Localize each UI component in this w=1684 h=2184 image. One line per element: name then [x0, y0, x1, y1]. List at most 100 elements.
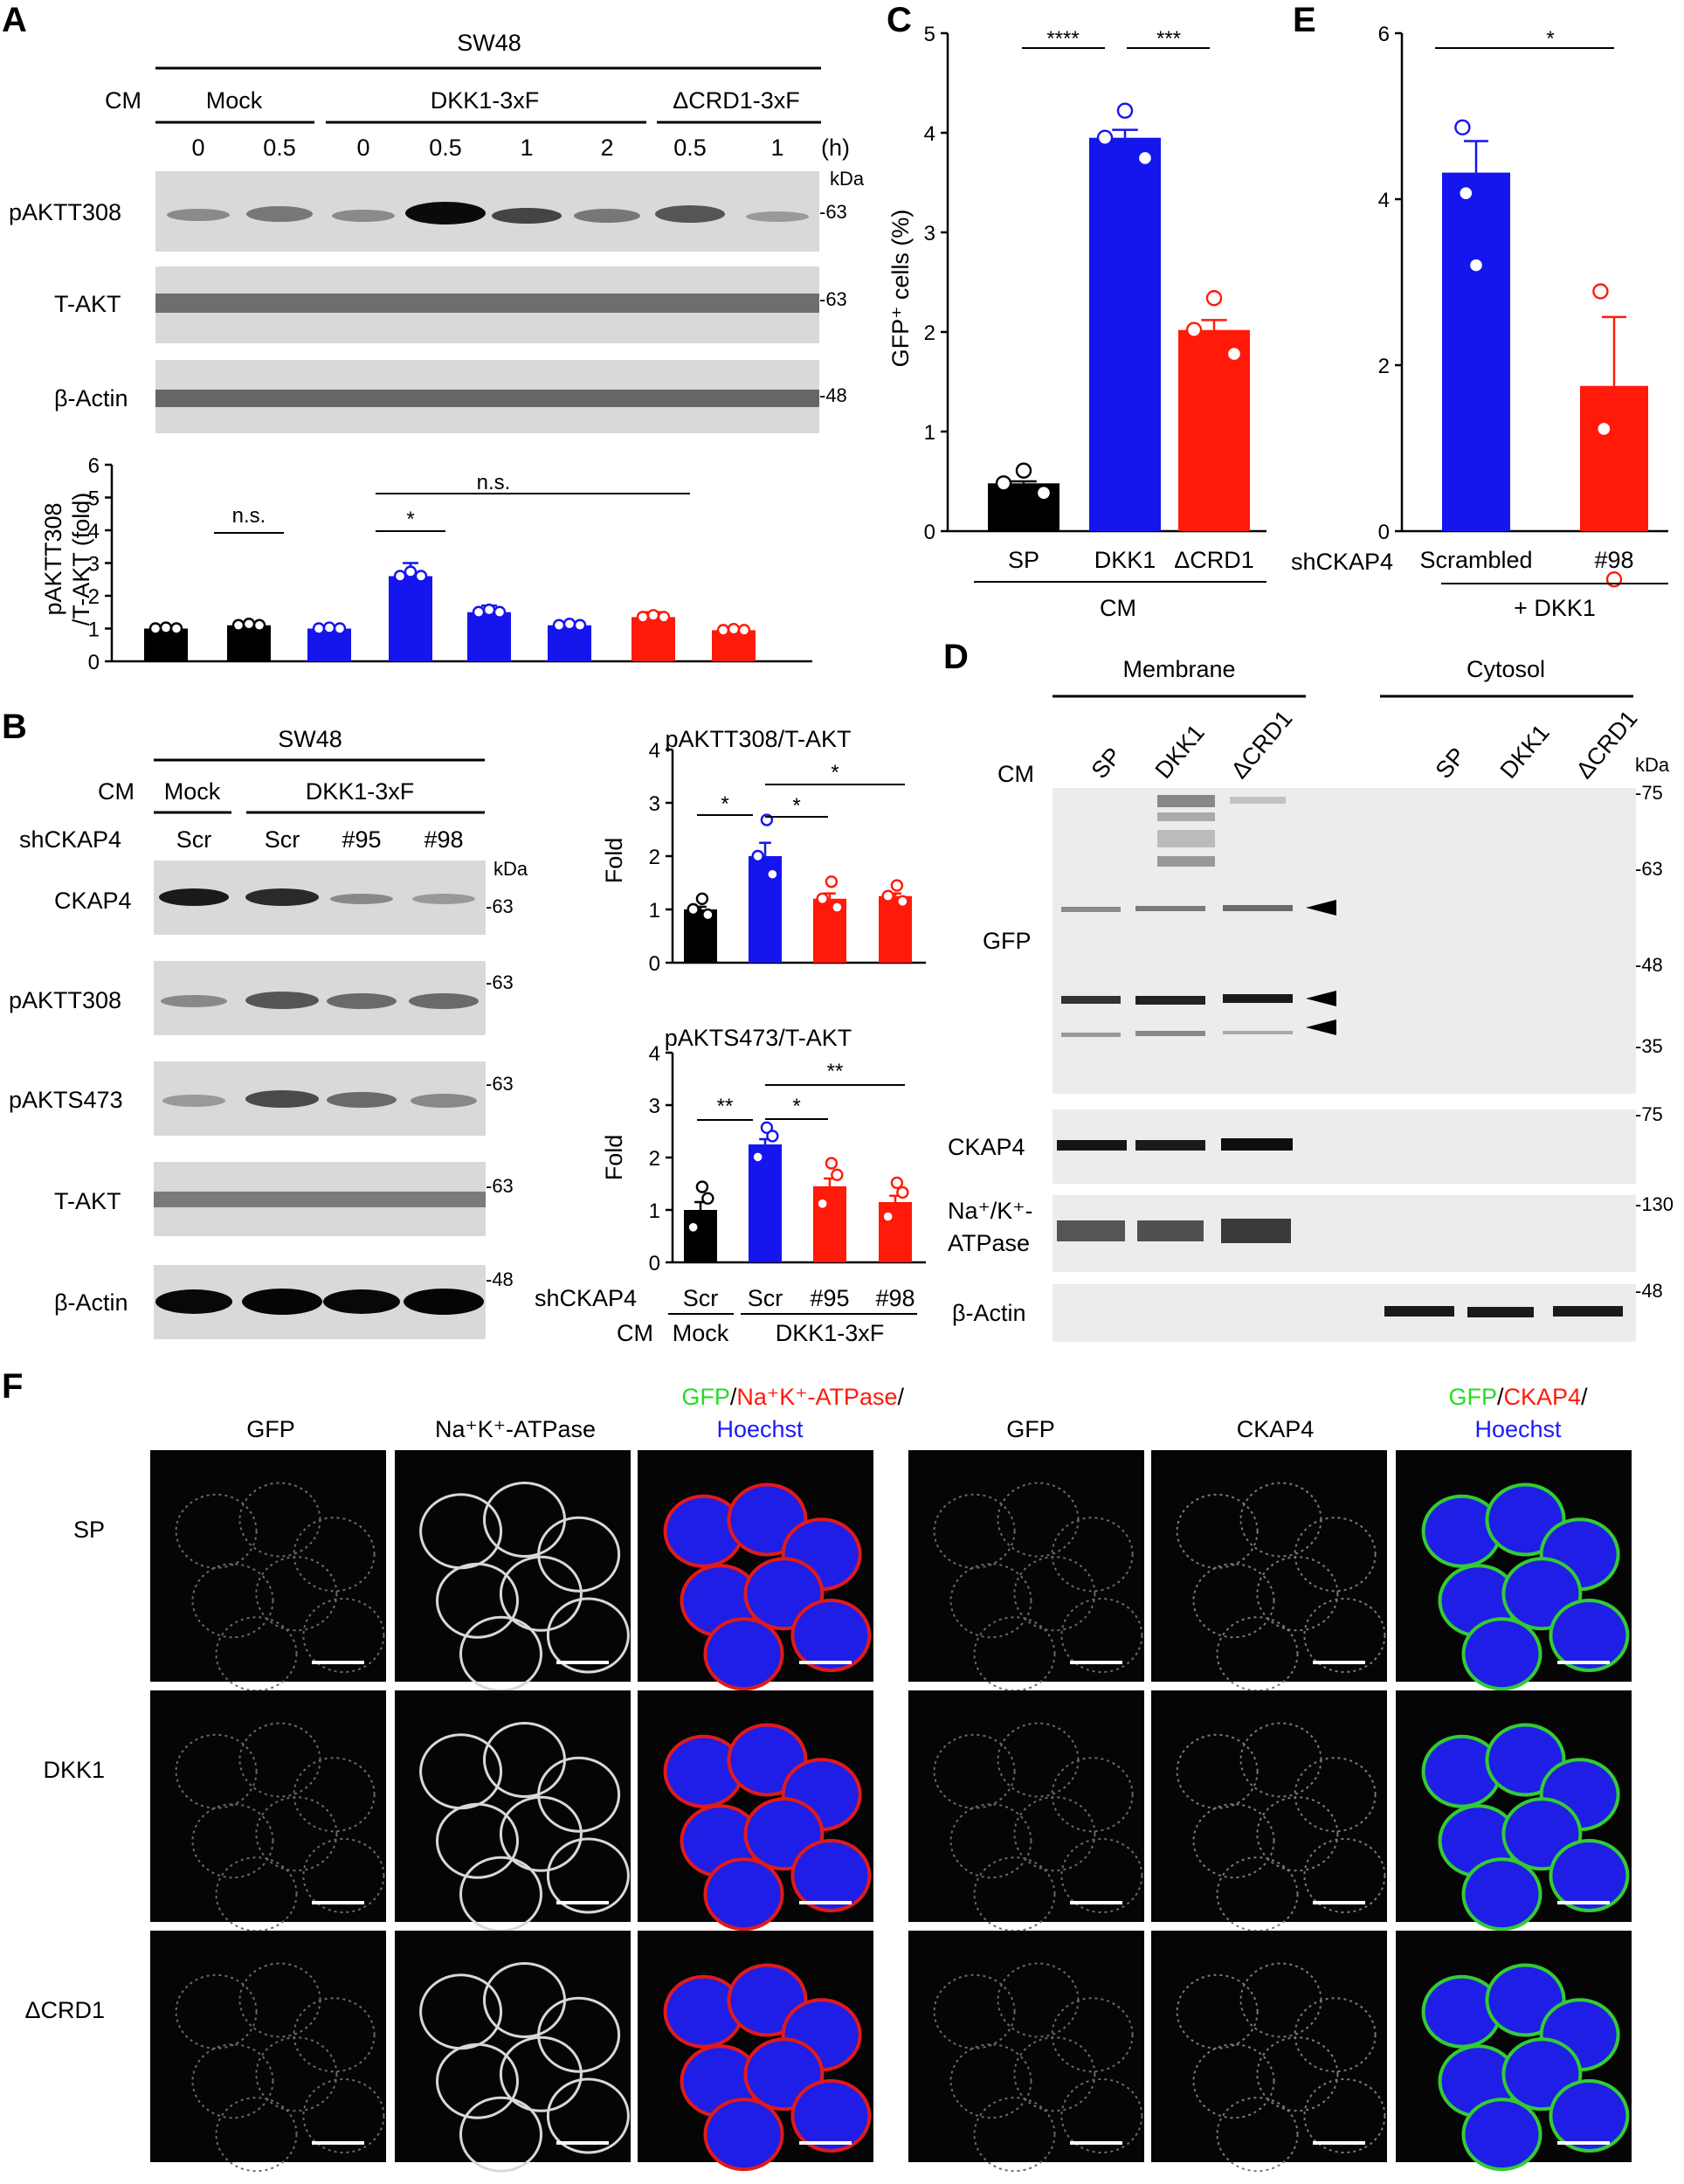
x-tick-label: ΔCRD1	[1174, 547, 1254, 573]
b-blot-mw: -48	[486, 1268, 514, 1290]
y-tick-label: 1	[649, 899, 660, 923]
b-blot-actin	[154, 1265, 486, 1339]
cell-outline	[1013, 1796, 1096, 1872]
data-point	[657, 611, 671, 624]
e-xgroup: + DKK1	[1514, 595, 1596, 621]
cell-outline	[1060, 2078, 1143, 2153]
a-time: 0.5	[673, 135, 707, 161]
micrograph	[908, 1690, 1144, 1932]
data-point	[831, 1168, 844, 1182]
micrograph-background	[1151, 1931, 1387, 2162]
cell-outline	[215, 2097, 298, 2173]
micrograph-background	[150, 1690, 386, 1922]
data-point	[751, 849, 764, 863]
panel-d-letter: D	[943, 638, 969, 676]
micrograph	[1151, 1690, 1387, 1932]
cell-outline	[1192, 1563, 1275, 1639]
y-tick-label: 4	[88, 520, 100, 543]
cell-outline	[175, 1733, 258, 1809]
micrograph-background	[908, 1450, 1144, 1682]
y-tick-label: 4	[924, 122, 935, 146]
data-point	[896, 895, 909, 909]
e-sh-label: shCKAP4	[1291, 549, 1393, 575]
d-gfp-mw: -35	[1635, 1035, 1663, 1057]
d-arrowhead	[1306, 1019, 1336, 1035]
a-group-dkk1: DKK1-3xF	[431, 87, 540, 114]
bar	[632, 617, 675, 661]
b-sig: **	[717, 1095, 734, 1118]
d-arrowhead	[1306, 900, 1336, 916]
data-point	[1225, 345, 1243, 363]
cell-outline	[546, 2077, 630, 2154]
cell-outline	[949, 1803, 1032, 1879]
c-sig: ****	[1046, 27, 1079, 51]
a-cell-line: SW48	[457, 30, 521, 56]
f-merge1-hoechst: Hoechst	[716, 1416, 804, 1442]
bar	[1580, 385, 1648, 531]
data-point	[1035, 485, 1052, 501]
a-blot-label: pAKTT308	[9, 199, 121, 225]
data-point	[701, 908, 714, 922]
x-tick-label: Scrambled	[1419, 547, 1532, 573]
cell-outline	[1060, 1598, 1143, 1673]
cell-outline	[191, 1563, 274, 1639]
cell-outline	[1303, 1598, 1386, 1673]
cell-outline	[1051, 1997, 1134, 2073]
f-row-label: SP	[73, 1517, 105, 1543]
b-blot-label: T-AKT	[54, 1188, 121, 1214]
data-point	[701, 1192, 714, 1206]
f-row-label: DKK1	[43, 1757, 105, 1783]
cell-nucleus	[790, 2079, 872, 2153]
d-blot-gfp	[1052, 788, 1636, 1094]
cell-outline	[949, 2043, 1032, 2119]
f-col-gfp-2: GFP	[1006, 1416, 1055, 1442]
y-tick-label: 5	[924, 23, 935, 46]
x-tick-label: #98	[1594, 547, 1633, 573]
data-point	[148, 622, 162, 635]
micrograph-background	[150, 1931, 386, 2162]
cell-outline	[1192, 1803, 1275, 1879]
d-gfp-mw: -48	[1635, 954, 1663, 976]
a-time: 2	[600, 135, 613, 161]
b-blot-label: CKAP4	[54, 888, 132, 914]
d-cm-label: CM	[997, 761, 1034, 787]
cell-outline	[933, 1973, 1016, 2049]
data-point	[1205, 290, 1223, 307]
panel-e-letter: E	[1293, 1, 1316, 39]
data-point	[766, 867, 779, 881]
d-blot-ckap4	[1052, 1109, 1636, 1184]
micrograph	[150, 1450, 386, 1692]
a-time: 1	[770, 135, 783, 161]
cell-outline	[1060, 1838, 1143, 1913]
c-ylabel: GFP⁺ cells (%)	[887, 210, 914, 368]
cell-outline	[1013, 2036, 1096, 2112]
b-lane: #95	[342, 826, 381, 853]
f-merge1-atp: Na⁺K⁺-ATPase	[736, 1384, 897, 1410]
micrograph	[395, 1450, 631, 1692]
bar	[1442, 172, 1510, 531]
cell-outline	[436, 1562, 519, 1639]
a-blot-actin	[155, 360, 819, 433]
b-bar-chart-1: 0 1 2 3 4	[649, 739, 926, 976]
d-kda: kDa	[1635, 754, 1670, 776]
data-point	[562, 618, 576, 631]
b-x-group: DKK1-3xF	[776, 1320, 885, 1346]
cell-outline	[933, 1493, 1016, 1569]
f-col-gfp: GFP	[246, 1416, 295, 1442]
d-blot-actin	[1052, 1284, 1636, 1342]
cell-outline	[1216, 1856, 1299, 1932]
data-point	[552, 619, 566, 632]
data-point	[414, 570, 428, 583]
e-bar-chart: 0 2 4 6 Scrambled #98	[1378, 23, 1668, 588]
data-point	[1096, 129, 1114, 146]
micrograph-background	[908, 1931, 1144, 2162]
d-gfp-mw: -75	[1635, 782, 1663, 804]
cell-outline	[215, 1616, 298, 1692]
f-col-ckap4: CKAP4	[1237, 1416, 1315, 1442]
micrograph	[150, 1931, 386, 2173]
bar	[389, 576, 432, 661]
b-x-lane: #95	[810, 1285, 849, 1311]
cell-outline	[1303, 2078, 1386, 2153]
data-point	[890, 879, 904, 892]
y-tick-label: 4	[649, 1042, 660, 1066]
